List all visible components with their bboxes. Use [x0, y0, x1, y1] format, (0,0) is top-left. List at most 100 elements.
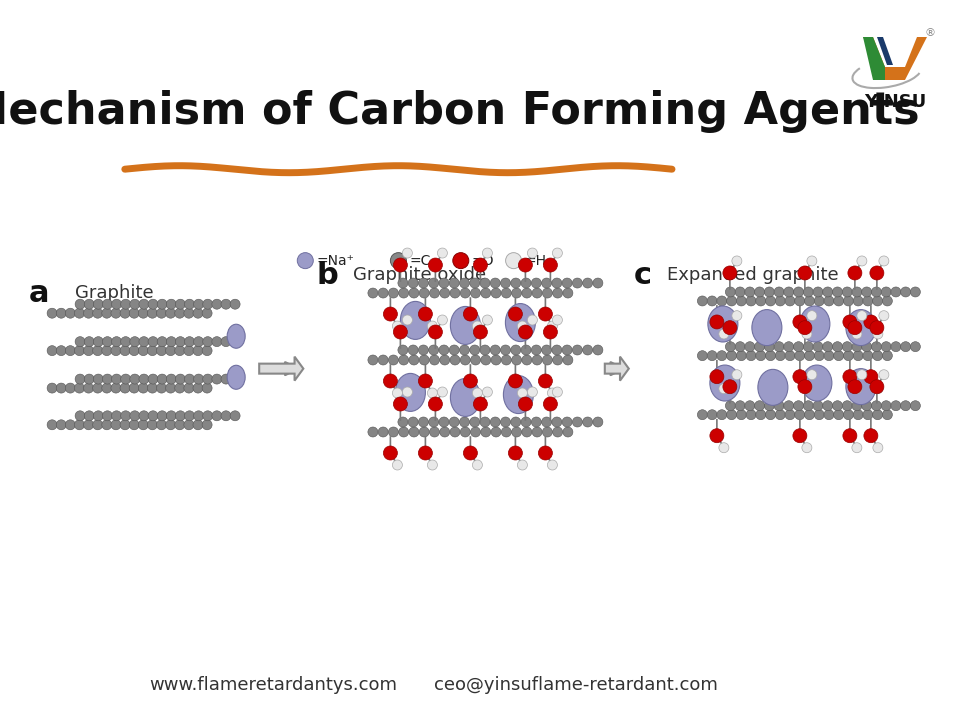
Text: a: a: [29, 279, 49, 307]
Circle shape: [194, 374, 204, 384]
Circle shape: [552, 417, 562, 427]
Circle shape: [500, 345, 511, 355]
Text: =H: =H: [524, 253, 546, 268]
Circle shape: [176, 411, 185, 420]
Text: c: c: [634, 261, 652, 289]
Circle shape: [900, 287, 911, 297]
Circle shape: [84, 337, 94, 346]
Circle shape: [910, 287, 921, 297]
Circle shape: [531, 417, 541, 427]
Circle shape: [522, 427, 532, 437]
Circle shape: [552, 387, 563, 397]
Circle shape: [419, 417, 428, 427]
Ellipse shape: [400, 302, 430, 339]
Text: www.flameretardantys.com: www.flameretardantys.com: [150, 677, 397, 694]
Circle shape: [472, 388, 482, 398]
Circle shape: [472, 460, 482, 470]
Circle shape: [881, 401, 891, 410]
Ellipse shape: [846, 310, 876, 346]
Circle shape: [522, 288, 532, 298]
Circle shape: [517, 321, 527, 331]
Circle shape: [813, 342, 823, 351]
Circle shape: [47, 383, 57, 393]
Circle shape: [864, 315, 877, 329]
Circle shape: [175, 420, 184, 430]
Circle shape: [212, 374, 222, 384]
Circle shape: [440, 427, 449, 437]
Circle shape: [460, 345, 469, 355]
Circle shape: [473, 397, 488, 411]
Circle shape: [184, 374, 195, 384]
Circle shape: [75, 383, 84, 393]
Circle shape: [427, 321, 438, 331]
Circle shape: [419, 446, 432, 460]
Circle shape: [420, 427, 429, 437]
Circle shape: [563, 345, 572, 355]
Circle shape: [746, 410, 756, 420]
Circle shape: [852, 287, 862, 297]
Circle shape: [593, 345, 603, 355]
Circle shape: [764, 401, 775, 410]
Circle shape: [795, 296, 804, 306]
Circle shape: [765, 410, 776, 420]
Circle shape: [848, 379, 862, 394]
Circle shape: [427, 460, 438, 470]
Circle shape: [397, 417, 408, 427]
Circle shape: [47, 308, 57, 318]
Circle shape: [709, 428, 724, 443]
Circle shape: [402, 315, 413, 325]
Circle shape: [735, 342, 745, 351]
Circle shape: [852, 329, 862, 339]
Circle shape: [572, 345, 583, 355]
Circle shape: [491, 345, 500, 355]
Circle shape: [783, 401, 794, 410]
Circle shape: [120, 346, 130, 356]
Ellipse shape: [709, 365, 740, 401]
Circle shape: [726, 401, 735, 410]
Circle shape: [194, 337, 204, 346]
Circle shape: [709, 315, 724, 329]
Circle shape: [470, 288, 481, 298]
Circle shape: [473, 325, 488, 339]
Circle shape: [833, 351, 844, 361]
Circle shape: [804, 287, 813, 297]
Circle shape: [156, 346, 166, 356]
Circle shape: [121, 300, 131, 309]
Circle shape: [882, 296, 893, 306]
Circle shape: [480, 417, 490, 427]
Circle shape: [872, 342, 881, 351]
Circle shape: [482, 315, 492, 325]
Circle shape: [203, 411, 213, 420]
Circle shape: [501, 355, 512, 365]
Circle shape: [726, 342, 735, 351]
Text: ceo@yinsuflame-retardant.com: ceo@yinsuflame-retardant.com: [434, 677, 718, 694]
Circle shape: [156, 383, 166, 393]
Circle shape: [157, 337, 167, 346]
Circle shape: [102, 383, 111, 393]
Circle shape: [756, 351, 766, 361]
Circle shape: [864, 428, 877, 443]
Circle shape: [203, 300, 213, 309]
Circle shape: [776, 351, 785, 361]
Circle shape: [175, 346, 184, 356]
Circle shape: [393, 321, 402, 331]
Circle shape: [756, 410, 766, 420]
Text: b: b: [317, 261, 339, 289]
Circle shape: [440, 288, 449, 298]
Circle shape: [138, 308, 148, 318]
Circle shape: [832, 401, 843, 410]
Circle shape: [539, 446, 552, 460]
Circle shape: [383, 374, 397, 388]
Circle shape: [166, 383, 176, 393]
Circle shape: [824, 410, 834, 420]
Circle shape: [547, 321, 558, 331]
Circle shape: [470, 355, 481, 365]
Circle shape: [480, 278, 490, 288]
Circle shape: [193, 420, 203, 430]
Circle shape: [130, 300, 140, 309]
Text: Graphite oxide: Graphite oxide: [353, 266, 487, 284]
Circle shape: [755, 287, 764, 297]
Circle shape: [111, 300, 122, 309]
Circle shape: [184, 308, 194, 318]
Circle shape: [383, 307, 397, 321]
